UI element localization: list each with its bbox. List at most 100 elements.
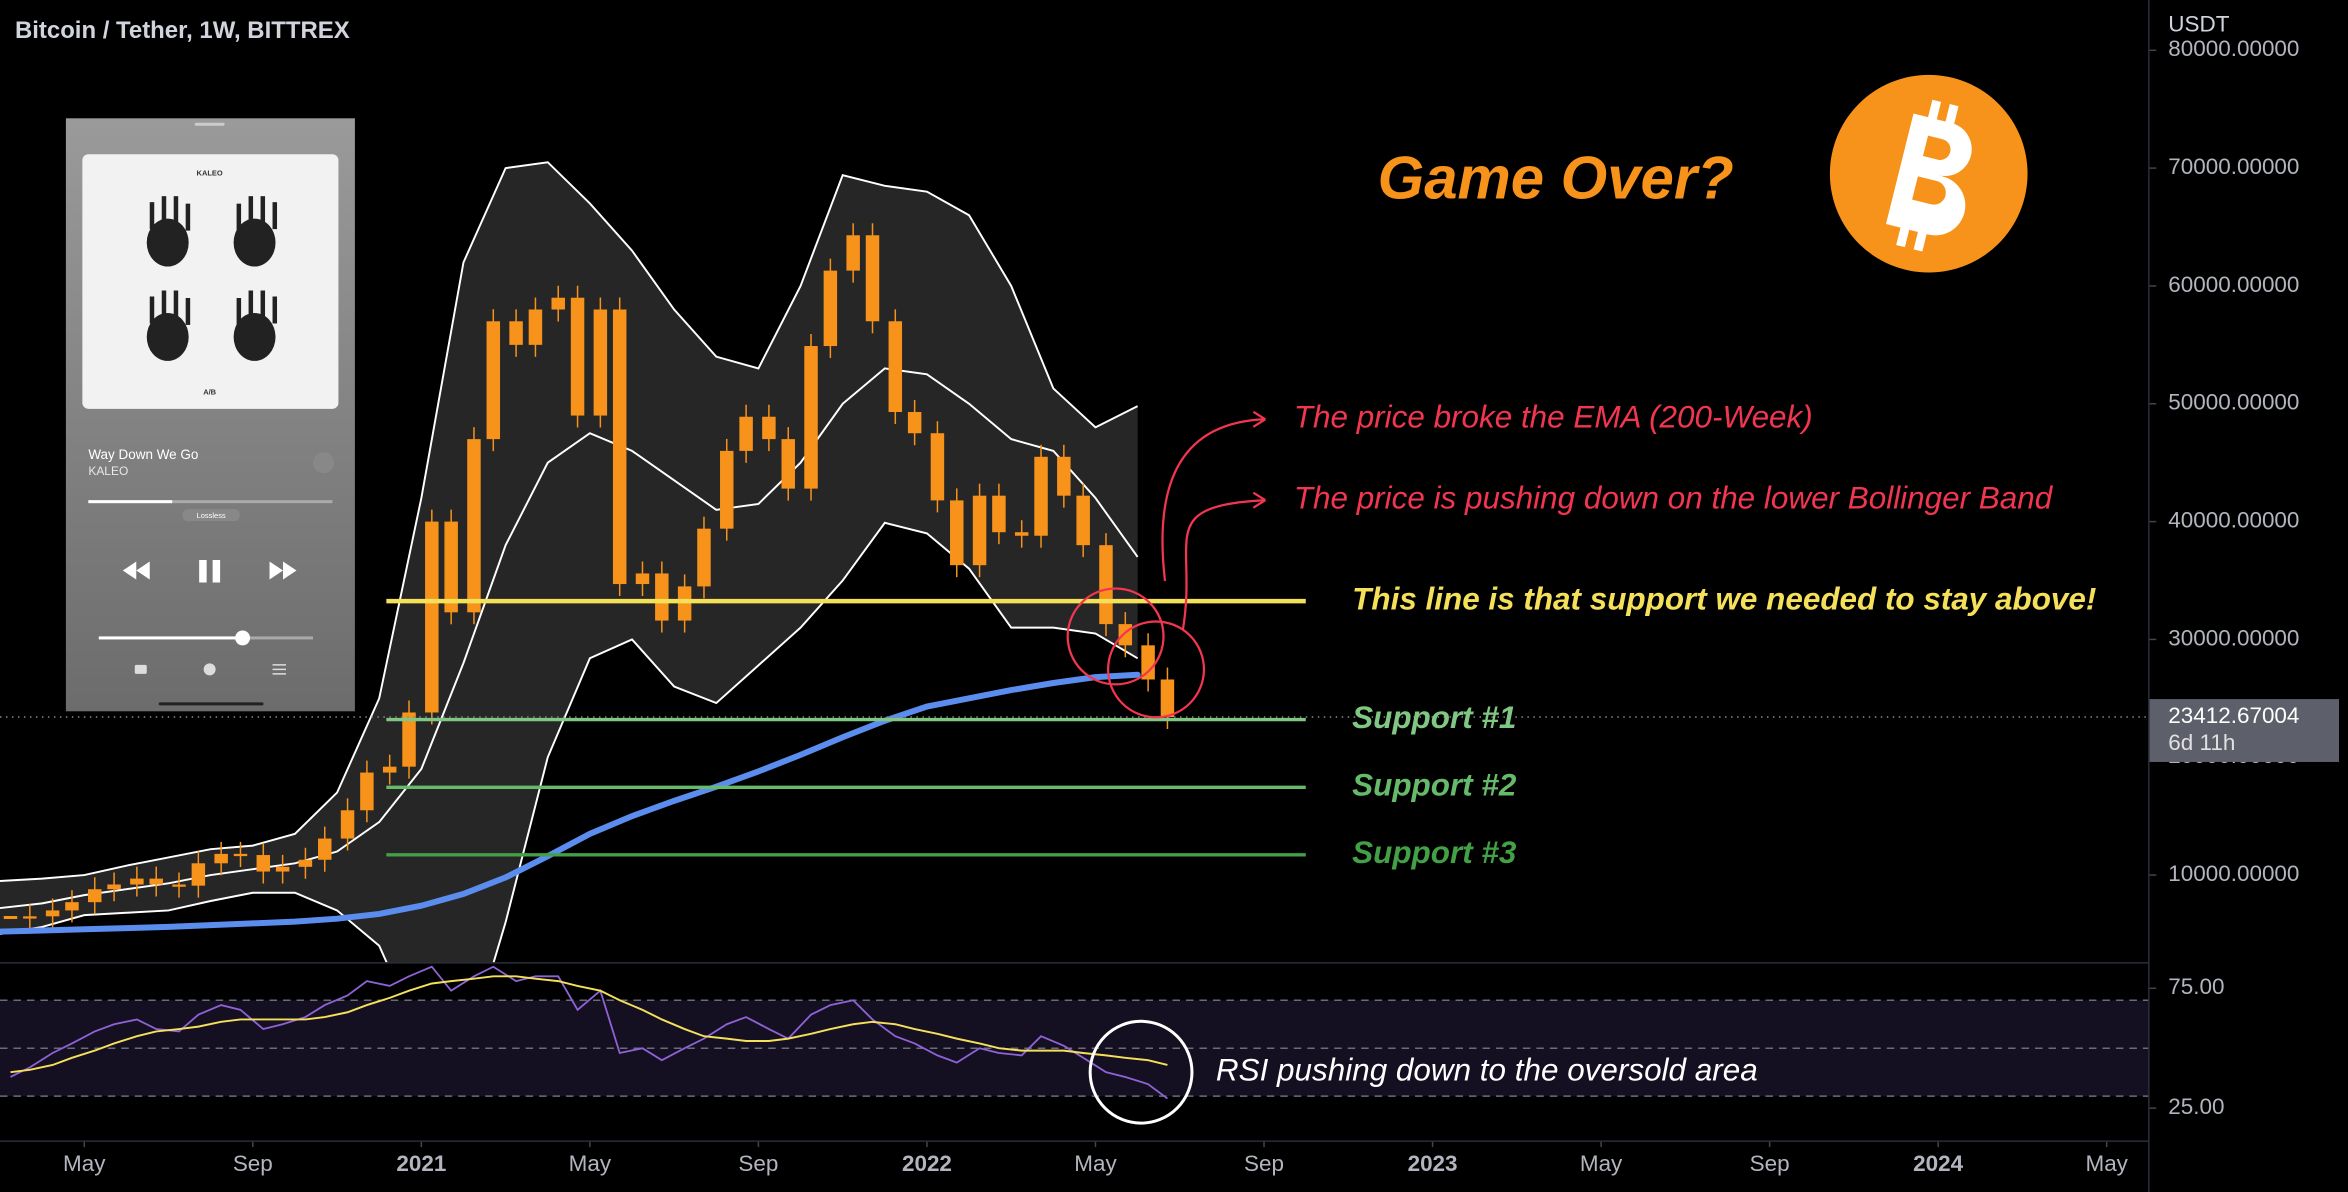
- candle: [593, 309, 608, 416]
- candle: [528, 309, 543, 345]
- candle: [191, 863, 206, 886]
- x-tick-label: May: [569, 1151, 612, 1176]
- queue-button[interactable]: [272, 664, 287, 675]
- more-button[interactable]: [312, 452, 334, 474]
- candle: [612, 309, 627, 585]
- level-label: This line is that support we needed to s…: [1352, 581, 2096, 616]
- y-tick-label: 50000.00000: [2168, 390, 2299, 415]
- candle: [149, 878, 163, 885]
- badge: Lossless: [197, 511, 226, 520]
- candle: [992, 495, 1006, 533]
- chart-title: Bitcoin / Tether, 1W, BITTREX: [15, 17, 350, 44]
- candle: [1118, 624, 1133, 646]
- x-tick-label: May: [63, 1151, 106, 1176]
- lyrics-button[interactable]: [134, 664, 147, 674]
- candle: [340, 810, 355, 839]
- x-tick-label: May: [1580, 1151, 1623, 1176]
- annotation-curve: [1161, 418, 1266, 582]
- candle: [846, 235, 860, 271]
- candle: [1014, 532, 1029, 536]
- bitcoin-logo: [1829, 74, 2028, 273]
- candle: [1057, 456, 1071, 496]
- rsi-ma-line: [10, 975, 1168, 1074]
- candle: [972, 495, 987, 566]
- x-tick-label: May: [2085, 1151, 2128, 1176]
- level-label: Support #1: [1352, 700, 1516, 735]
- x-tick-label: May: [1074, 1151, 1117, 1176]
- candle: [382, 766, 397, 773]
- handprints: [146, 196, 278, 361]
- prev-button[interactable]: [122, 561, 150, 580]
- countdown: 6d 11h: [2168, 730, 2235, 755]
- candle: [677, 586, 692, 621]
- candle: [425, 521, 439, 713]
- airplay-button[interactable]: [203, 663, 216, 676]
- candle: [635, 573, 650, 585]
- level-label: Support #2: [1352, 768, 1517, 803]
- headline: Game Over?: [1378, 145, 1734, 212]
- badge-bg: [182, 509, 240, 522]
- highlight-circle: [1066, 587, 1165, 686]
- candle: [214, 853, 228, 864]
- rsi-circle: [1088, 1019, 1194, 1125]
- rsi-pane: [0, 965, 2149, 1100]
- candle: [45, 910, 60, 917]
- x-tick-label: Sep: [1750, 1151, 1790, 1176]
- annotation-curve: [1181, 499, 1266, 630]
- candle: [88, 889, 102, 903]
- annotation-arrow: [1252, 410, 1266, 428]
- candle: [762, 416, 776, 440]
- y-tick-label: 75.00: [2168, 974, 2224, 999]
- candle: [570, 297, 585, 416]
- candle: [256, 855, 271, 872]
- candle: [720, 450, 734, 529]
- candle: [1099, 545, 1113, 625]
- highlight-circle: [1106, 620, 1206, 719]
- annotation-arrow: [1252, 491, 1266, 509]
- main-pane: [0, 161, 2149, 963]
- song-artist: KALEO: [88, 464, 128, 478]
- candle: [1160, 679, 1175, 718]
- candle: [23, 916, 37, 919]
- x-tick-label: 2021: [396, 1151, 446, 1176]
- overlay: 10000.0000020000.0000030000.0000040000.0…: [63, 36, 2340, 1176]
- grabber: [194, 122, 225, 126]
- last-price-label: 23412.67004: [2168, 703, 2299, 728]
- y-tick-label: 80000.00000: [2168, 36, 2299, 61]
- next-button[interactable]: [269, 561, 297, 580]
- candle: [865, 235, 880, 322]
- volume-knob[interactable]: [235, 630, 251, 646]
- y-tick-label: 40000.00000: [2168, 508, 2299, 533]
- progress-fill: [88, 500, 173, 504]
- x-tick-label: Sep: [233, 1151, 273, 1176]
- pause-button[interactable]: [199, 560, 221, 583]
- song-title: Way Down We Go: [88, 447, 198, 462]
- candle: [107, 884, 121, 890]
- candle: [486, 321, 501, 440]
- candle: [804, 346, 818, 489]
- x-tick-label: 2024: [1913, 1151, 1963, 1176]
- candle: [467, 439, 481, 613]
- y-tick-label: 25.00: [2168, 1094, 2224, 1119]
- x-tick-label: 2023: [1408, 1151, 1458, 1176]
- candle: [551, 297, 565, 310]
- candle: [172, 884, 186, 887]
- music-player: KALEO A/B Way Down We Go KALEO Lossless: [65, 118, 355, 712]
- candle: [907, 412, 922, 434]
- candle: [509, 321, 523, 345]
- candle: [444, 521, 458, 613]
- candle: [697, 528, 711, 587]
- level-label: Support #3: [1352, 835, 1517, 870]
- candle: [655, 573, 669, 621]
- volume-fill: [98, 636, 243, 640]
- album-artist: KALEO: [197, 169, 223, 178]
- candle: [318, 838, 332, 860]
- candle: [930, 433, 945, 501]
- x-tick-label: Sep: [1244, 1151, 1284, 1176]
- rsi-band: [0, 1000, 2149, 1097]
- candle: [65, 902, 79, 911]
- bollinger-lower: [0, 521, 1139, 963]
- candle: [781, 439, 795, 489]
